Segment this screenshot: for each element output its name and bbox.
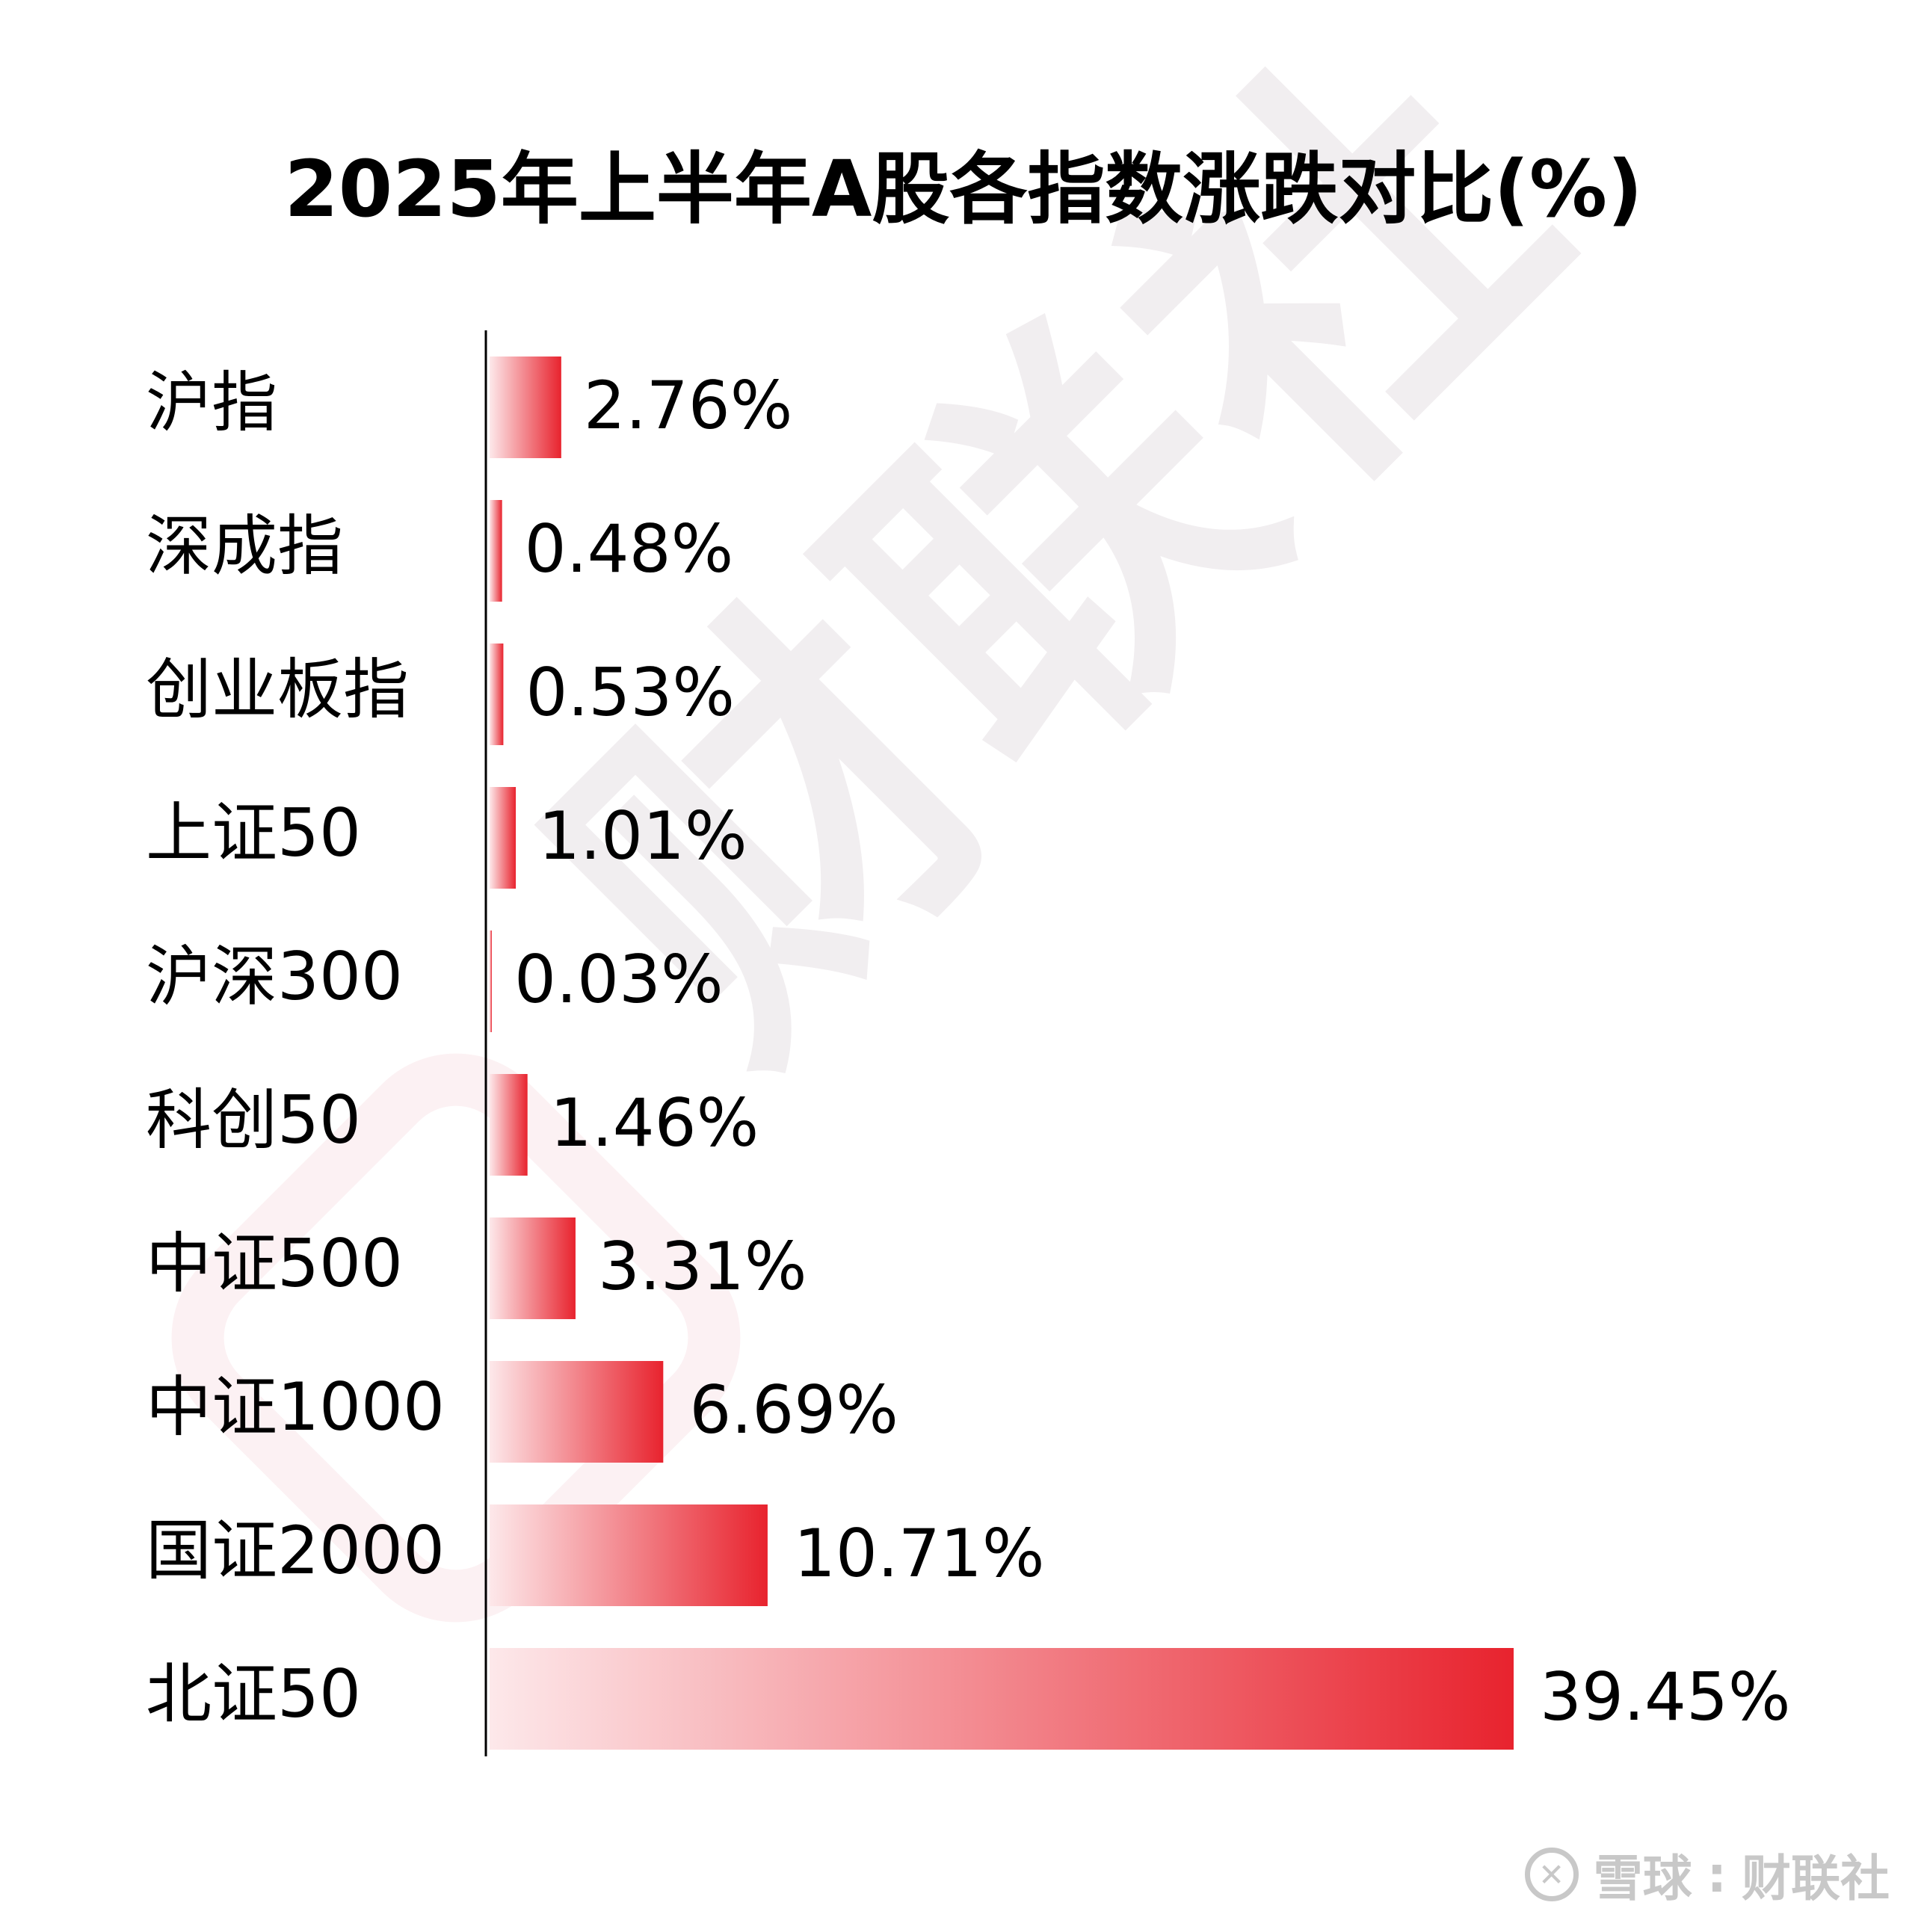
value-label: 0.48%	[525, 510, 734, 587]
value-label: 6.69%	[689, 1371, 898, 1448]
category-label: 中证1000	[146, 1368, 445, 1445]
bar	[490, 644, 504, 745]
bar	[490, 1361, 664, 1463]
bar	[490, 1504, 768, 1606]
category-label: 国证2000	[146, 1512, 445, 1589]
bar	[490, 1217, 576, 1319]
category-label: 科创50	[146, 1081, 361, 1158]
bar	[490, 1648, 1514, 1750]
value-label: 3.31%	[598, 1228, 807, 1305]
snowball-logo-icon: ✕	[1524, 1848, 1579, 1901]
category-label: 沪指	[146, 364, 277, 441]
value-label: 39.45%	[1540, 1658, 1791, 1735]
value-label: 2.76%	[584, 367, 793, 444]
category-label: 上证50	[146, 794, 361, 871]
category-label: 沪深300	[146, 938, 403, 1015]
value-label: 10.71%	[794, 1515, 1045, 1592]
bar	[490, 357, 561, 458]
category-label: 深成指	[146, 507, 343, 584]
value-label: 1.01%	[538, 797, 747, 874]
value-label: 0.03%	[514, 941, 724, 1018]
category-label: 创业板指	[146, 651, 409, 728]
category-label: 中证500	[146, 1225, 403, 1302]
footer-platform: 雪球	[1593, 1850, 1692, 1907]
value-label: 0.53%	[525, 654, 735, 731]
footer-author: 财联社	[1742, 1850, 1890, 1907]
footer-credit: ✕ 雪球 : 财联社	[1524, 1839, 1890, 1910]
chart-title: 2025年上半年A股各指数涨跌对比(%)	[284, 143, 1643, 235]
bar	[490, 787, 517, 889]
category-label: 北证50	[146, 1655, 361, 1732]
footer-separator: :	[1706, 1845, 1727, 1904]
bar	[490, 500, 502, 602]
bar	[490, 1074, 528, 1176]
bar	[490, 930, 492, 1032]
value-label: 1.46%	[550, 1084, 759, 1161]
